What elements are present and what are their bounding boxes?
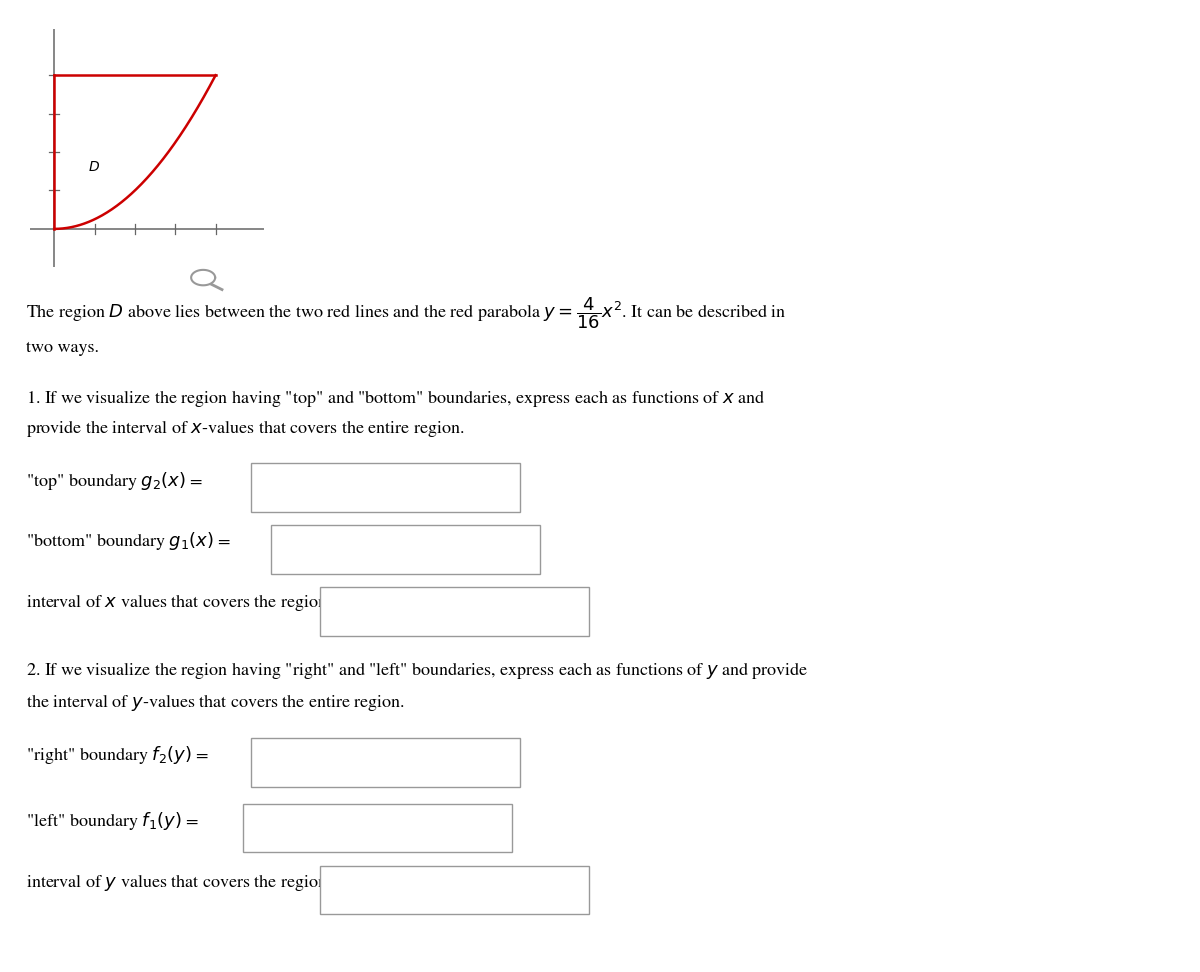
Text: interval of $x$ values that covers the region =: interval of $x$ values that covers the r… (26, 592, 344, 613)
Text: the interval of $y$-values that covers the entire region.: the interval of $y$-values that covers t… (26, 692, 406, 713)
Text: 1. If we visualize the region having "top" and "bottom" boundaries, express each: 1. If we visualize the region having "to… (26, 388, 766, 409)
Text: The region $D$ above lies between the two red lines and the red parabola $y = \d: The region $D$ above lies between the tw… (26, 295, 787, 330)
Text: "top" boundary $g_2(x)$ =: "top" boundary $g_2(x)$ = (26, 470, 204, 492)
Text: provide the interval of $x$-values that covers the entire region.: provide the interval of $x$-values that … (26, 418, 464, 439)
Text: "left" boundary $f_1(y)$ =: "left" boundary $f_1(y)$ = (26, 810, 199, 832)
Text: interval of $y$ values that covers the region =: interval of $y$ values that covers the r… (26, 872, 344, 893)
Text: 2. If we visualize the region having "right" and "left" boundaries, express each: 2. If we visualize the region having "ri… (26, 660, 809, 681)
Text: $D$: $D$ (89, 160, 101, 174)
Text: "bottom" boundary $g_1(x)$ =: "bottom" boundary $g_1(x)$ = (26, 530, 232, 552)
Text: "right" boundary $f_2(y)$ =: "right" boundary $f_2(y)$ = (26, 744, 210, 766)
Text: two ways.: two ways. (26, 340, 100, 356)
